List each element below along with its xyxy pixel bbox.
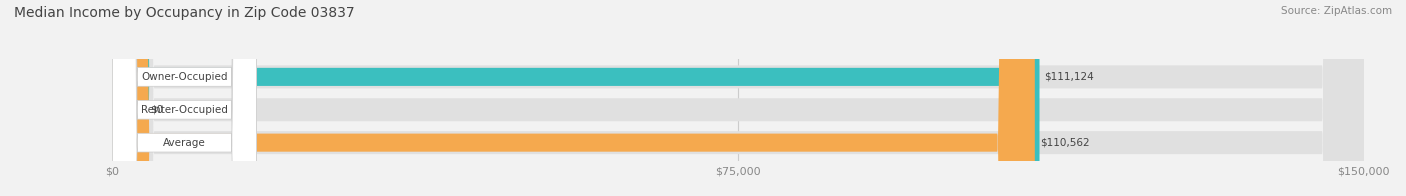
Text: $0: $0 [150,105,163,115]
FancyBboxPatch shape [112,0,256,196]
FancyBboxPatch shape [112,0,141,196]
FancyBboxPatch shape [112,0,1364,196]
Text: $110,562: $110,562 [1040,138,1090,148]
FancyBboxPatch shape [112,0,1364,196]
Text: Owner-Occupied: Owner-Occupied [141,72,228,82]
FancyBboxPatch shape [112,0,1035,196]
Text: Renter-Occupied: Renter-Occupied [141,105,228,115]
Text: $111,124: $111,124 [1045,72,1094,82]
FancyBboxPatch shape [112,0,1039,196]
FancyBboxPatch shape [112,0,1364,196]
Text: Median Income by Occupancy in Zip Code 03837: Median Income by Occupancy in Zip Code 0… [14,6,354,20]
FancyBboxPatch shape [112,0,256,196]
Text: Average: Average [163,138,205,148]
Text: Source: ZipAtlas.com: Source: ZipAtlas.com [1281,6,1392,16]
FancyBboxPatch shape [112,0,256,196]
